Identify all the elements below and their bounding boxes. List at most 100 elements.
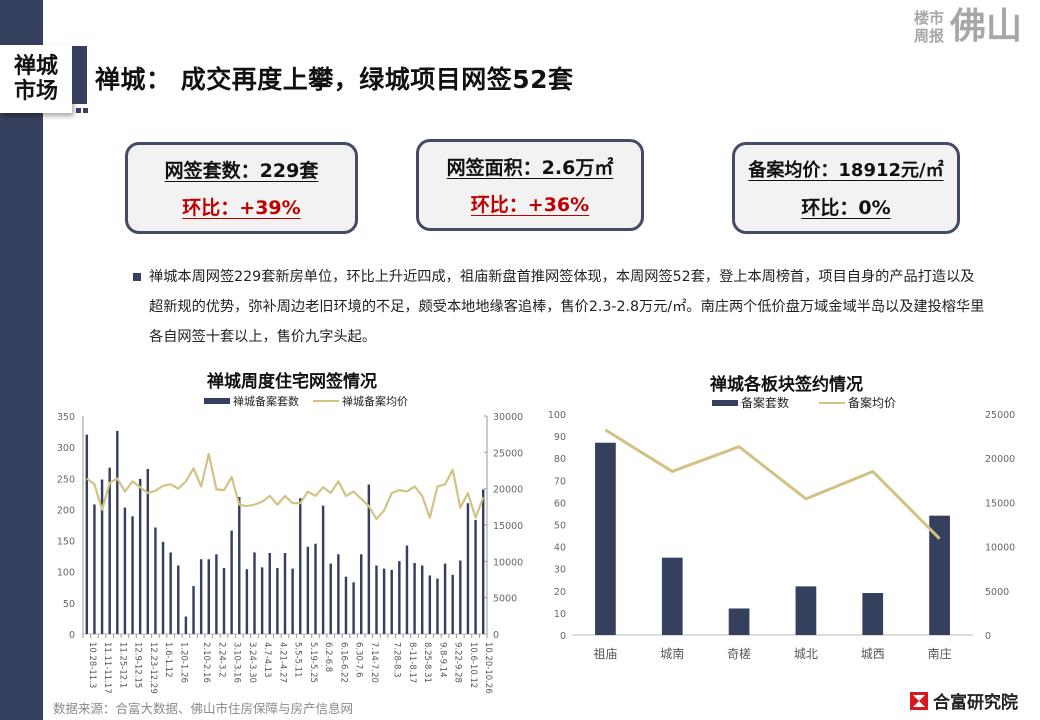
svg-text:70: 70 [554, 476, 566, 487]
svg-text:城西: 城西 [861, 647, 885, 661]
svg-text:20000: 20000 [493, 485, 523, 496]
legend-line-swatch-icon [313, 400, 339, 402]
svg-text:2.10-2.16: 2.10-2.16 [201, 642, 211, 683]
svg-text:奇槎: 奇槎 [727, 646, 751, 661]
svg-text:7.14-7.20: 7.14-7.20 [369, 642, 379, 683]
svg-text:9.8-9.14: 9.8-9.14 [437, 642, 447, 678]
svg-text:祖庙: 祖庙 [593, 646, 617, 661]
legend-line-label: 备案均价 [848, 396, 897, 410]
svg-text:0: 0 [493, 630, 499, 641]
svg-text:1.20-1.26: 1.20-1.26 [178, 642, 188, 683]
svg-text:0: 0 [560, 631, 566, 642]
svg-text:0: 0 [69, 630, 75, 641]
svg-text:20: 20 [554, 587, 566, 598]
kpi-price-value: 备案均价：18912元/㎡ [748, 160, 944, 182]
section-tag-dots [76, 108, 88, 113]
kpi-card-area: 网签面积：2.6万㎡ 环比：+36% [416, 139, 644, 231]
svg-text:10.20-10.26: 10.20-10.26 [483, 642, 493, 694]
svg-text:4.7-4.13: 4.7-4.13 [262, 642, 272, 678]
svg-text:90: 90 [554, 432, 566, 443]
svg-text:100: 100 [57, 568, 75, 579]
svg-text:150: 150 [57, 537, 75, 548]
svg-text:城北: 城北 [794, 647, 818, 661]
svg-text:30: 30 [554, 565, 566, 576]
svg-text:10.28-11.3: 10.28-11.3 [87, 642, 97, 688]
kpi-units-change: 环比：+39% [182, 197, 301, 219]
brand-logo: 楼市 周报 佛山 [914, 8, 1022, 46]
hefu-logo-icon [910, 691, 928, 710]
weekly-chart-plot: 0 50 100 150 200 250 300 350 0 5000 10000 15000 2000… [57, 412, 523, 694]
svg-text:10000: 10000 [985, 543, 1015, 554]
svg-text:25000: 25000 [985, 410, 1015, 421]
kpi-price-change: 环比：0% [801, 196, 891, 219]
svg-text:15000: 15000 [985, 498, 1015, 509]
svg-text:25000: 25000 [493, 448, 523, 459]
svg-text:350: 350 [57, 412, 75, 423]
summary-paragraph: 禅城本周网签229套新房单位，环比上升近四成，祖庙新盘首推网签体现，本周网签52… [133, 262, 985, 352]
svg-text:80: 80 [554, 454, 566, 465]
legend-bar-label: 禅城备案套数 [233, 395, 299, 408]
weekly-chart-legend: 禅城备案套数 禅城备案均价 [204, 393, 408, 409]
summary-text: 禅城本周网签229套新房单位，环比上升近四成，祖庙新盘首推网签体现，本周网签52… [149, 269, 985, 345]
svg-text:5.19-5.25: 5.19-5.25 [308, 642, 318, 683]
brand-small-line2: 周报 [913, 27, 944, 45]
svg-text:11.11-11.17: 11.11-11.17 [102, 642, 112, 694]
legend-line-label: 禅城备案均价 [342, 395, 408, 408]
svg-text:12.23-12.29: 12.23-12.29 [148, 642, 158, 694]
svg-text:10: 10 [554, 609, 566, 620]
kpi-card-price: 备案均价：18912元/㎡ 环比：0% [732, 142, 960, 234]
brand-city: 佛山 [949, 6, 1022, 47]
weekly-signing-chart: 禅城周度住宅网签情况 禅城备案套数 禅城备案均价 0 50 100 150 200 250… [40, 365, 530, 695]
svg-text:2.24-3.2: 2.24-3.2 [216, 642, 226, 678]
svg-text:11.25-12.1: 11.25-12.1 [117, 642, 127, 688]
svg-text:5000: 5000 [985, 587, 1009, 598]
legend-bar-swatch-icon [204, 398, 230, 404]
svg-text:5000: 5000 [493, 594, 517, 605]
svg-text:250: 250 [57, 474, 75, 485]
svg-text:40: 40 [554, 543, 566, 554]
svg-text:60: 60 [554, 498, 566, 509]
section-tag: 禅城 市场 [0, 45, 72, 113]
district-chart-legend: 备案套数 备案均价 [712, 394, 896, 411]
district-signing-chart: 禅城各板块签约情况 备案套数 备案均价 0 10 20 30 40 50 60 70 80 90 1… [540, 365, 1030, 665]
legend-line-swatch-icon [819, 401, 846, 404]
svg-text:50: 50 [63, 599, 75, 610]
svg-text:12.9-12.15: 12.9-12.15 [133, 642, 143, 688]
svg-text:4.21-4.27: 4.21-4.27 [277, 642, 287, 683]
kpi-units-value: 网签套数：229套 [164, 160, 319, 182]
svg-text:30000: 30000 [493, 412, 523, 423]
svg-text:10000: 10000 [493, 557, 523, 568]
svg-text:100: 100 [548, 410, 566, 421]
svg-text:8-11-8.17: 8-11-8.17 [407, 642, 417, 683]
kpi-area-change: 环比：+36% [470, 194, 590, 216]
bullet-square-icon [133, 273, 141, 281]
legend-bar-swatch-icon [712, 399, 738, 406]
svg-text:8.25-8.31: 8.25-8.31 [422, 642, 432, 683]
section-tag-line2: 市场 [13, 79, 58, 104]
weekly-chart-title: 禅城周度住宅网签情况 [207, 372, 377, 392]
district-chart-title: 禅城各板块签约情况 [710, 375, 863, 395]
svg-text:0: 0 [985, 631, 991, 642]
footer-logo-text: 合富研究院 [933, 693, 1018, 713]
svg-text:9.22-9.28: 9.22-9.28 [453, 642, 463, 683]
section-tag-accent [72, 46, 87, 104]
kpi-area-value: 网签面积：2.6万㎡ [446, 157, 614, 179]
svg-text:城南: 城南 [660, 646, 684, 661]
svg-text:50: 50 [554, 521, 566, 532]
svg-text:10.6-10.12: 10.6-10.12 [468, 642, 478, 688]
svg-text:20000: 20000 [985, 454, 1015, 465]
svg-text:6.16-6.22: 6.16-6.22 [338, 642, 348, 683]
svg-text:15000: 15000 [493, 521, 523, 532]
brand-small-line1: 楼市 [913, 9, 944, 27]
svg-text:5.5-5.11: 5.5-5.11 [293, 642, 303, 678]
svg-text:6.30-7.6: 6.30-7.6 [354, 642, 364, 678]
svg-text:南庄: 南庄 [928, 646, 952, 661]
footer-logo: 合富研究院 [910, 688, 1018, 713]
district-chart-plot: 0 10 20 30 40 50 60 70 80 90 100 0 5000 10000 15000 200… [548, 410, 1015, 661]
svg-text:6.2-6.8: 6.2-6.8 [323, 642, 333, 672]
svg-text:300: 300 [57, 443, 75, 454]
svg-text:3.24-3.30: 3.24-3.30 [247, 642, 257, 683]
data-source-note: 数据来源：合富大数据、佛山市住房保障与房产信息网 [53, 701, 354, 716]
left-accent-bar [0, 0, 43, 720]
svg-text:200: 200 [57, 505, 75, 516]
